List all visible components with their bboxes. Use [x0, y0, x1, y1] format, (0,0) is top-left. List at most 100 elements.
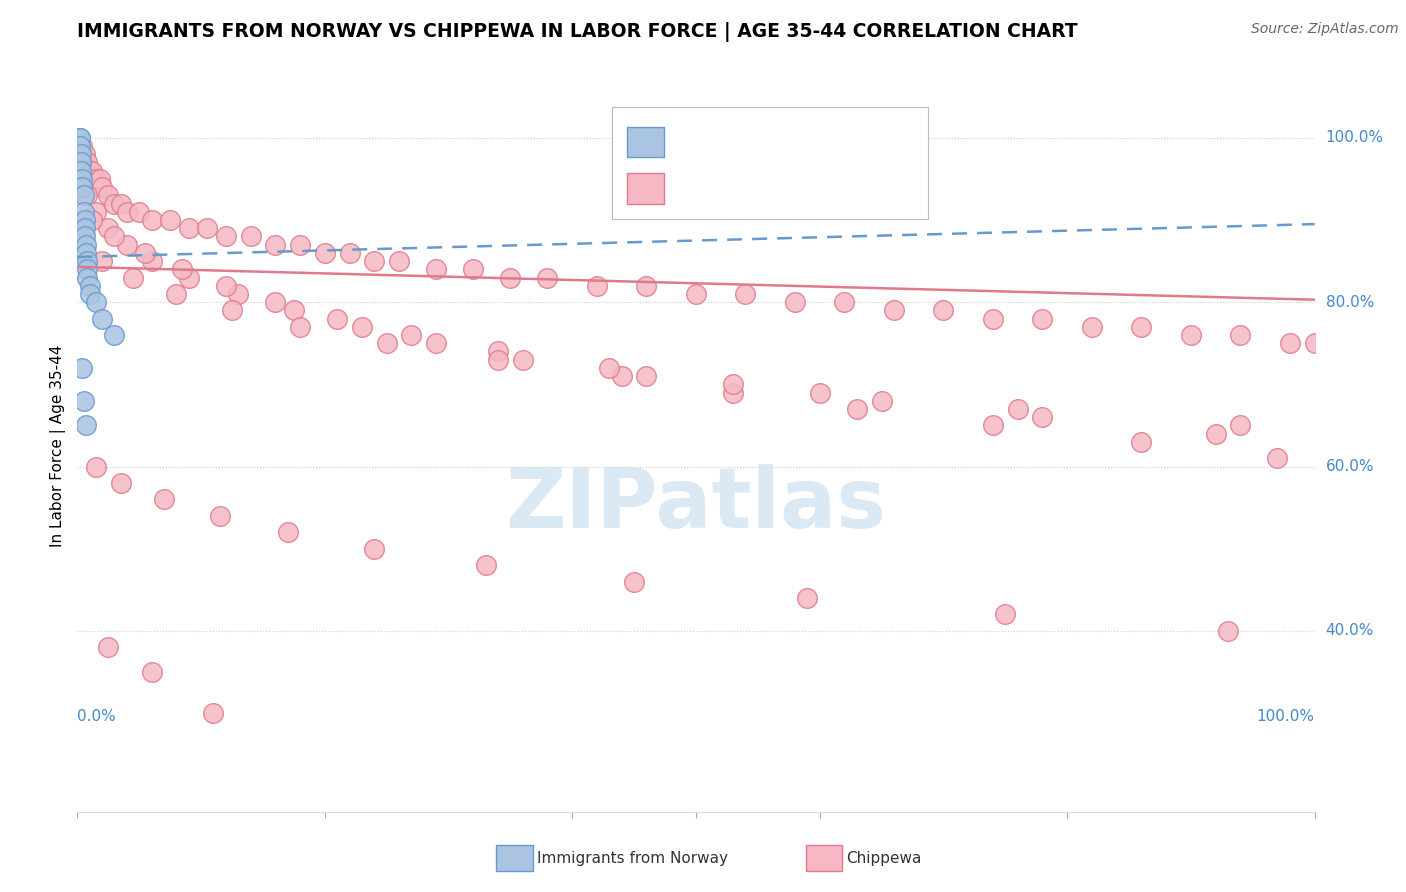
Point	[1081, 319, 1104, 334]
Point	[75, 418, 97, 433]
Point	[734, 287, 756, 301]
Point	[486, 344, 509, 359]
Point	[512, 352, 534, 367]
Point	[883, 303, 905, 318]
Point	[177, 270, 200, 285]
Point	[73, 213, 96, 227]
Point	[76, 188, 98, 202]
Point	[172, 262, 194, 277]
Point	[1229, 418, 1251, 433]
Point	[636, 278, 658, 293]
Point	[75, 237, 97, 252]
Point	[79, 287, 101, 301]
Point	[76, 254, 98, 268]
Point	[981, 418, 1004, 433]
Point	[486, 352, 509, 367]
Point	[474, 558, 496, 573]
Point	[288, 237, 311, 252]
Point	[122, 270, 145, 285]
Point	[1130, 319, 1153, 334]
Point	[314, 245, 336, 260]
Text: 100.0%: 100.0%	[1326, 130, 1384, 145]
Point	[283, 303, 305, 318]
Point	[75, 245, 97, 260]
Point	[103, 196, 125, 211]
Point	[72, 204, 94, 219]
Point	[153, 492, 176, 507]
Point	[165, 287, 187, 301]
Point	[70, 163, 93, 178]
Point	[134, 245, 156, 260]
Point	[91, 254, 114, 268]
Point	[82, 163, 104, 178]
Text: 0.0%: 0.0%	[77, 709, 117, 724]
Point	[598, 360, 620, 375]
Point	[463, 262, 485, 277]
Point	[796, 591, 818, 605]
Point	[288, 319, 311, 334]
Text: R =: R =	[672, 179, 709, 197]
Text: 27: 27	[803, 133, 827, 152]
Point	[73, 221, 96, 235]
Point	[208, 508, 231, 523]
Point	[277, 525, 299, 540]
Point	[264, 295, 287, 310]
Point	[388, 254, 411, 268]
Point	[72, 172, 94, 186]
Point	[84, 172, 107, 186]
Point	[141, 665, 163, 679]
Point	[76, 270, 98, 285]
Point	[79, 278, 101, 293]
Y-axis label: In Labor Force | Age 35-44: In Labor Force | Age 35-44	[51, 345, 66, 547]
Text: R =: R =	[672, 133, 709, 152]
Point	[1267, 451, 1289, 466]
Point	[97, 188, 120, 202]
Point	[264, 237, 287, 252]
Point	[110, 196, 132, 211]
Point	[808, 385, 831, 400]
Point	[115, 204, 138, 219]
Point	[870, 393, 893, 408]
Point	[685, 287, 707, 301]
Point	[1031, 410, 1053, 425]
Point	[363, 254, 385, 268]
Point	[73, 229, 96, 244]
Point	[401, 328, 423, 343]
Point	[91, 311, 114, 326]
Point	[70, 147, 93, 161]
Point	[69, 130, 91, 145]
Point	[363, 541, 385, 556]
Point	[159, 213, 181, 227]
Point	[195, 221, 218, 235]
Text: Source: ZipAtlas.com: Source: ZipAtlas.com	[1251, 22, 1399, 37]
Point	[103, 328, 125, 343]
Text: IMMIGRANTS FROM NORWAY VS CHIPPEWA IN LABOR FORCE | AGE 35-44 CORRELATION CHART: IMMIGRANTS FROM NORWAY VS CHIPPEWA IN LA…	[77, 22, 1078, 42]
Text: 80.0%: 80.0%	[1326, 294, 1374, 310]
Point	[499, 270, 522, 285]
Point	[721, 385, 744, 400]
Point	[202, 706, 225, 720]
Text: Immigrants from Norway: Immigrants from Norway	[537, 851, 728, 865]
Point	[1007, 402, 1029, 417]
Point	[1303, 336, 1326, 351]
Text: ZIPatlas: ZIPatlas	[506, 464, 886, 545]
Point	[994, 607, 1017, 622]
Point	[215, 278, 238, 293]
Point	[89, 172, 111, 186]
Point	[69, 130, 91, 145]
Text: N =: N =	[766, 179, 803, 197]
Point	[72, 360, 94, 375]
Point	[84, 204, 107, 219]
Point	[226, 287, 249, 301]
Point	[73, 147, 96, 161]
Point	[721, 377, 744, 392]
Point	[84, 295, 107, 310]
Point	[1229, 328, 1251, 343]
Point	[177, 221, 200, 235]
Point	[82, 213, 104, 227]
Point	[69, 139, 91, 153]
Point	[636, 369, 658, 384]
Point	[239, 229, 262, 244]
Point	[623, 574, 645, 589]
Point	[425, 336, 447, 351]
